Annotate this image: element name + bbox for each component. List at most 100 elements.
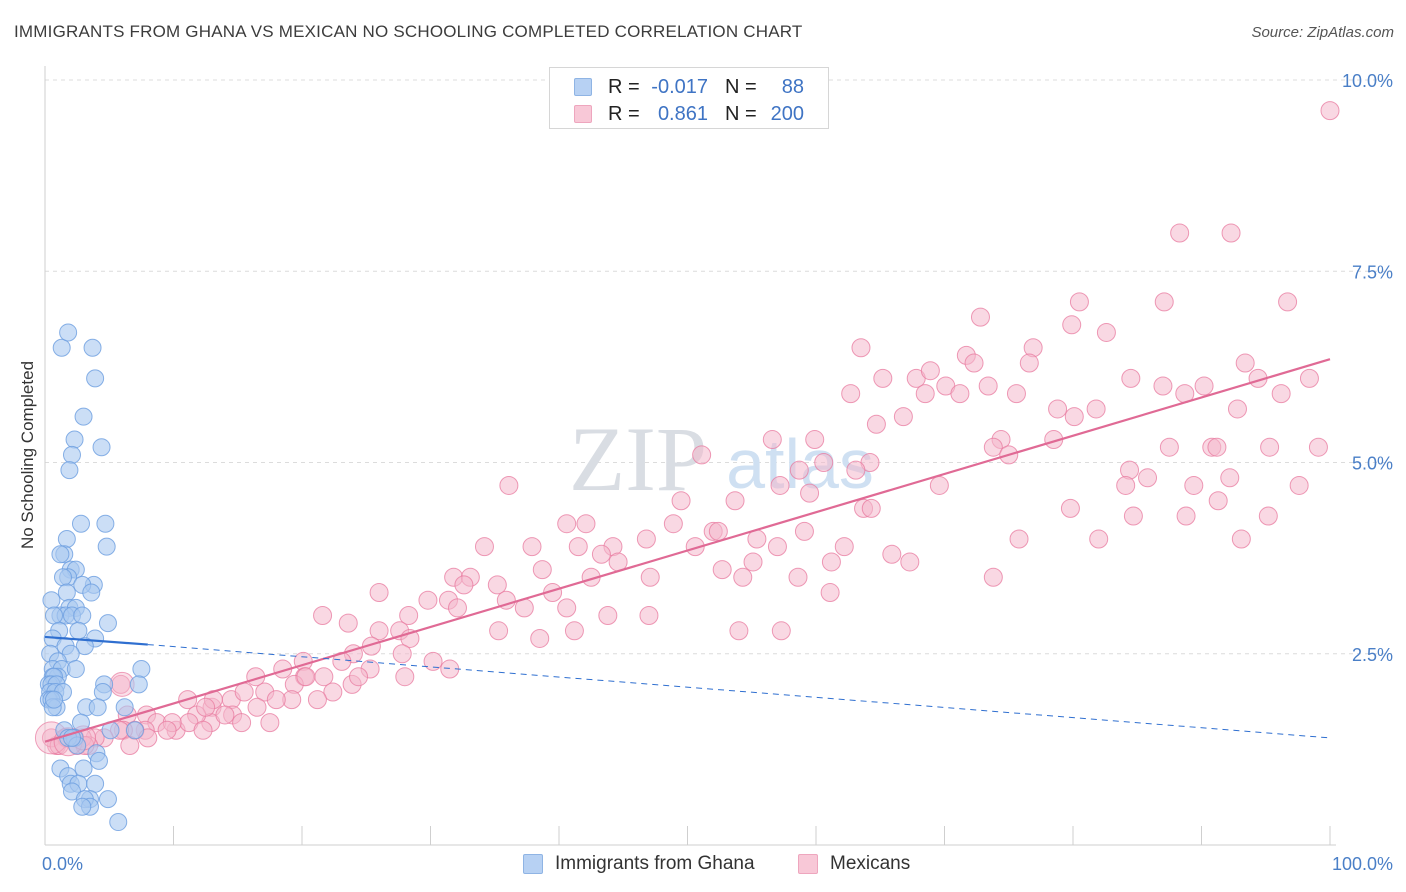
ghana-point xyxy=(129,675,148,694)
ghana-point xyxy=(44,606,63,625)
mexicans-point xyxy=(821,552,841,572)
mexicans-point xyxy=(1159,437,1179,457)
mexicans-point xyxy=(725,491,745,511)
legend-r-value: -0.017 xyxy=(651,75,708,98)
mexicans-point xyxy=(770,475,790,495)
mexicans-point xyxy=(805,430,825,450)
ghana-point xyxy=(53,568,72,587)
ghana-point xyxy=(57,583,76,602)
ghana-point xyxy=(59,323,78,342)
mexicans-point xyxy=(296,667,316,687)
chart-title: IMMIGRANTS FROM GHANA VS MEXICAN NO SCHO… xyxy=(14,22,803,41)
mexicans-point xyxy=(708,521,728,541)
mexicans-point xyxy=(1009,529,1029,549)
mexicans-point xyxy=(598,606,618,625)
tick-labels: 2.5% 5.0% 7.5% 10.0% 0.0% 100.0% xyxy=(42,71,1393,874)
ghana-point xyxy=(89,751,108,770)
ghana-point xyxy=(71,514,90,533)
ghana-point xyxy=(97,537,116,556)
bottom-legend-swatch-pink xyxy=(798,854,818,874)
bottom-legend-mexicans: Mexicans xyxy=(798,852,910,876)
x-tick-label-min: 0.0% xyxy=(42,854,83,874)
mexicans-point xyxy=(767,537,787,557)
mexicans-point xyxy=(685,537,705,557)
ghana-point xyxy=(86,369,105,388)
ghana-point xyxy=(66,660,85,679)
mexicans-point xyxy=(395,667,415,687)
mexicans-point xyxy=(307,690,327,710)
mexicans-point xyxy=(663,514,683,534)
mexicans-point xyxy=(1299,368,1319,388)
ghana-point xyxy=(88,698,107,717)
mexicans-point xyxy=(851,338,871,358)
y-tick-label: 10.0% xyxy=(1342,71,1393,91)
mexicans-point xyxy=(591,544,611,564)
x-tick-label-max: 100.0% xyxy=(1332,854,1393,874)
ghana-point xyxy=(51,545,70,564)
mexicans-point xyxy=(349,667,369,687)
mexicans-point xyxy=(1006,384,1026,404)
mexicans-point xyxy=(800,483,820,503)
ghana-point xyxy=(73,606,92,625)
mexicans-point xyxy=(1220,468,1240,488)
ghana-point xyxy=(52,338,71,357)
ghana-point xyxy=(65,430,84,449)
mexicans-point xyxy=(557,514,577,534)
mexicans-point xyxy=(157,720,177,740)
mexicans-point xyxy=(530,628,550,648)
mexicans-point xyxy=(1320,101,1340,121)
mexicans-point xyxy=(576,514,596,534)
mexicans-point xyxy=(247,697,267,717)
mexicans-point xyxy=(1278,292,1298,312)
ghana-point xyxy=(42,591,61,610)
mexicans-point xyxy=(557,598,577,618)
ghana-point xyxy=(73,797,92,816)
mexicans-point xyxy=(338,613,358,633)
mexicans-point xyxy=(671,491,691,511)
mexicans-point xyxy=(882,544,902,564)
mexicans-point xyxy=(1260,437,1280,457)
mexicans-point xyxy=(1308,437,1328,457)
mexicans-point xyxy=(964,353,984,373)
mexicans-point xyxy=(983,437,1003,457)
mexicans-point xyxy=(834,537,854,557)
ghana-point xyxy=(75,637,94,656)
ghana-point xyxy=(125,721,144,740)
mexicans-point xyxy=(1096,322,1116,342)
mexicans-point xyxy=(771,621,791,641)
mexicans-point xyxy=(1194,376,1214,396)
axes xyxy=(44,66,1336,846)
ghana-point xyxy=(92,438,111,457)
ghana-point xyxy=(96,514,115,533)
legend-n-label: N = xyxy=(725,102,757,125)
mexicans-point xyxy=(418,590,438,610)
mexicans-point xyxy=(733,567,753,587)
mexicans-point xyxy=(1116,475,1136,495)
ghana-point xyxy=(109,813,128,832)
mexicans-point xyxy=(983,567,1003,587)
mexicans-point xyxy=(820,583,840,603)
mexicans-point xyxy=(499,475,519,495)
mexicans-point xyxy=(1271,384,1291,404)
y-tick-label: 7.5% xyxy=(1352,262,1393,282)
mexicans-point xyxy=(266,690,286,710)
mexicans-point xyxy=(447,598,467,618)
ghana-point xyxy=(132,660,151,679)
trend-lines xyxy=(44,358,1331,743)
mexicans-point xyxy=(1207,437,1227,457)
mexicans-point xyxy=(369,621,389,641)
mexicans-point xyxy=(260,713,280,733)
mexicans-point xyxy=(369,583,389,603)
legend-swatch-pink xyxy=(574,105,592,123)
mexicans-point xyxy=(915,384,935,404)
mexicans-point xyxy=(893,407,913,427)
mexicans-point xyxy=(323,682,343,702)
bottom-legend-label-mexicans: Mexicans xyxy=(830,853,911,874)
mexicans-point xyxy=(361,636,381,656)
mexicans-point xyxy=(788,567,808,587)
mexicans-point xyxy=(1289,475,1309,495)
mexicans-point xyxy=(866,414,886,434)
mexicans-point xyxy=(639,606,659,625)
ghana-point xyxy=(60,461,79,480)
mexicans-point xyxy=(215,705,235,725)
